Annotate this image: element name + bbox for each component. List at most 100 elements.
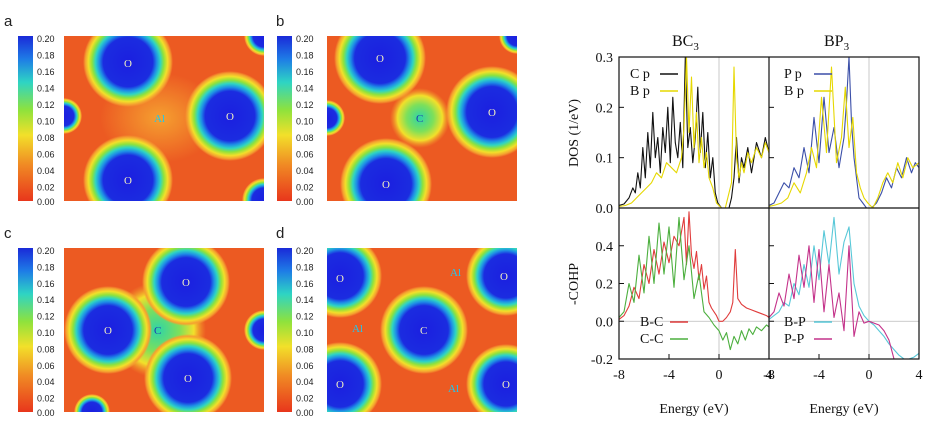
- colorbar-tick-label: 0.08: [296, 133, 314, 143]
- series-line-b-p: [769, 66, 919, 208]
- colorbar-tick-label: 0.02: [37, 183, 55, 193]
- colorbar-b-ticks: 0.20 0.18 0.16 0.14 0.12 0.10 0.08 0.06 0.04 0.02…: [296, 34, 314, 207]
- y-tick-label: 0.1: [596, 152, 614, 167]
- colorbar-tick-label: 0.04: [296, 166, 314, 176]
- colorbar-tick-label: 0.18: [37, 51, 55, 61]
- atom-label: Al: [448, 383, 459, 395]
- colorbar-tick-label: 0.12: [37, 312, 55, 322]
- title-bc3: BC3: [672, 33, 699, 53]
- colorbar-tick-label: 0.18: [37, 262, 55, 272]
- colorbar-tick-label: 0.18: [296, 51, 314, 61]
- legend-label: C p: [630, 67, 650, 82]
- x-tick-label: 0: [716, 368, 723, 383]
- plot-area: [769, 208, 919, 359]
- atom-label: O: [124, 175, 132, 187]
- heatmap-b: [327, 36, 517, 201]
- series-line-c-c: [619, 216, 769, 351]
- atom-label: O: [182, 277, 190, 289]
- x-tick-label: 4: [766, 368, 773, 383]
- colorbar-tick-label: 0.00: [296, 197, 314, 207]
- colorbar-d-ticks: 0.20 0.18 0.16 0.14 0.12 0.10 0.08 0.06 0.04 0.02…: [296, 246, 314, 418]
- atom-label: O: [382, 179, 390, 191]
- legend-label: B-P: [784, 315, 806, 330]
- x-tick-label: 4: [916, 368, 923, 383]
- colorbar-tick-label: 0.04: [37, 377, 55, 387]
- x-tick-label: -4: [663, 368, 675, 383]
- atom-label: Al: [450, 267, 461, 279]
- atom-label: Al: [352, 323, 363, 335]
- plot-area: [619, 208, 769, 359]
- colorbar-tick-label: 0.18: [296, 262, 314, 272]
- colorbar-c: [18, 248, 33, 412]
- colorbar-tick-label: 0.04: [296, 377, 314, 387]
- panel-d-letter: d: [276, 225, 284, 242]
- legend-label: B p: [784, 84, 804, 99]
- y-tick-label: 0.0: [596, 202, 614, 217]
- colorbar-tick-label: 0.12: [296, 100, 314, 110]
- colorbar-tick-label: 0.04: [37, 166, 55, 176]
- colorbar-tick-label: 0.16: [37, 67, 55, 77]
- colorbar-tick-label: 0.02: [296, 394, 314, 404]
- colorbar-tick-label: 0.14: [296, 84, 314, 94]
- series-line-b-p: [619, 57, 769, 208]
- atom-label: O: [376, 53, 384, 65]
- atom-label: O: [184, 373, 192, 385]
- colorbar-tick-label: 0.02: [296, 183, 314, 193]
- x-tick-label: -8: [763, 368, 775, 383]
- xlabel-right: Energy (eV): [809, 402, 879, 417]
- y-tick-label: 0.4: [596, 240, 614, 255]
- colorbar-tick-label: 0.10: [37, 117, 55, 127]
- dos-cohp-figure: BC3 BP3 C p B p 0.0 0.1 0.2 0.3 P p B p B-C C-C -0…: [567, 33, 923, 417]
- atom-label: C: [154, 325, 161, 337]
- atom-label: O: [488, 107, 496, 119]
- panel-a-letter: a: [4, 13, 13, 30]
- series-line-c-p: [619, 57, 769, 208]
- colorbar-tick-label: 0.12: [37, 100, 55, 110]
- legend-label: B-C: [640, 315, 663, 330]
- colorbar-tick-label: 0.08: [296, 344, 314, 354]
- atom-label: C: [420, 325, 427, 337]
- colorbar-tick-label: 0.08: [37, 133, 55, 143]
- colorbar-tick-label: 0.16: [296, 67, 314, 77]
- panel-b-letter: b: [276, 13, 284, 30]
- colorbar-c-ticks: 0.20 0.18 0.16 0.14 0.12 0.10 0.08 0.06 0.04 0.02…: [37, 246, 55, 418]
- panel-a: a 0.200.180.160.140.120.100.080.060.040.…: [4, 13, 264, 207]
- colorbar-tick-label: 0.14: [296, 295, 314, 305]
- panel-c-letter: c: [4, 225, 12, 242]
- colorbar-tick-label: 0.10: [296, 328, 314, 338]
- y-tick-label: 0.2: [596, 101, 614, 116]
- colorbar-tick-label: 0.06: [37, 361, 55, 371]
- ylabel-cohp: -COHP: [567, 263, 582, 305]
- colorbar-tick-label: 0.06: [296, 361, 314, 371]
- atom-label: Al: [154, 113, 165, 125]
- colorbar-a: [18, 36, 33, 201]
- xlabel-left: Energy (eV): [659, 402, 729, 417]
- legend-label: C-C: [640, 332, 663, 347]
- series-line-b-c: [619, 211, 769, 322]
- heatmap-a: [64, 36, 264, 201]
- colorbar-d: [277, 248, 292, 412]
- colorbar-tick-label: 0.20: [296, 34, 314, 44]
- panel-b: b 0.200.180.160.140.120.100.080.060.040.…: [276, 13, 517, 207]
- plot-area: [619, 57, 769, 208]
- colorbar-tick-label: 0.20: [37, 246, 55, 256]
- ylabel-dos: DOS (1/eV): [567, 99, 582, 167]
- heatmap-c: [64, 248, 264, 412]
- atom-label: O: [336, 379, 344, 391]
- colorbar-tick-label: 0.20: [37, 34, 55, 44]
- colorbar-tick-label: 0.10: [296, 117, 314, 127]
- series-line-b-p: [769, 216, 919, 359]
- colorbar-tick-label: 0.14: [37, 295, 55, 305]
- plot-area: [769, 57, 919, 208]
- colorbar-tick-label: 0.12: [296, 312, 314, 322]
- atom-label: C: [416, 113, 423, 125]
- x-tick-label: -4: [813, 368, 825, 383]
- legend-label: P p: [784, 67, 802, 82]
- colorbar-tick-label: 0.06: [296, 150, 314, 160]
- heatmap-d: [327, 248, 517, 412]
- x-tick-label: -8: [613, 368, 625, 383]
- legend-label: P-P: [784, 332, 804, 347]
- panel-c: c 0.200.180.160.140.120.100.080.060.040.…: [4, 225, 264, 418]
- panel-titles: BC3 BP3: [672, 33, 850, 53]
